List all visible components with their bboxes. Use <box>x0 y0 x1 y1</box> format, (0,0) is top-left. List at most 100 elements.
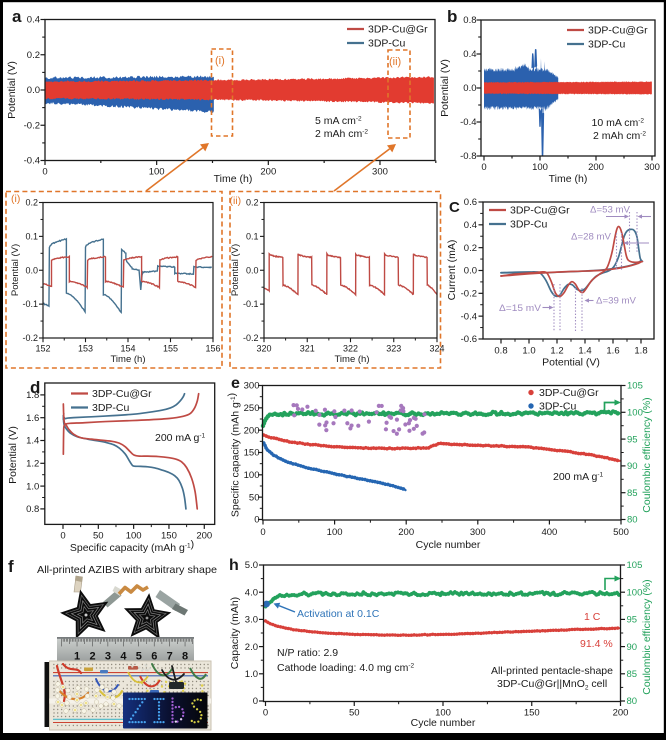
svg-text:250: 250 <box>244 403 260 414</box>
svg-text:300: 300 <box>244 381 260 392</box>
svg-text:0.0: 0.0 <box>464 266 477 277</box>
svg-text:Cycle number: Cycle number <box>411 717 476 729</box>
svg-text:85: 85 <box>627 669 638 680</box>
svg-text:Current (mA): Current (mA) <box>446 240 458 301</box>
svg-text:3.0: 3.0 <box>245 615 258 626</box>
svg-text:154: 154 <box>120 344 135 354</box>
svg-text:-0.2: -0.2 <box>243 333 259 343</box>
svg-text:0.0: 0.0 <box>27 85 40 96</box>
svg-text:100: 100 <box>327 527 343 538</box>
svg-text:321: 321 <box>300 344 315 354</box>
svg-text:1.0: 1.0 <box>26 481 39 492</box>
svg-text:4.0: 4.0 <box>245 587 258 598</box>
svg-text:200: 200 <box>613 708 629 719</box>
svg-text:152: 152 <box>35 344 50 354</box>
svg-text:4: 4 <box>120 651 127 663</box>
svg-text:50: 50 <box>349 708 360 719</box>
svg-text:-0.2: -0.2 <box>24 120 40 131</box>
svg-text:0.8: 0.8 <box>26 504 39 515</box>
svg-text:100: 100 <box>244 470 260 481</box>
svg-text:0.8: 0.8 <box>463 15 476 26</box>
svg-text:95: 95 <box>627 434 638 445</box>
svg-text:155: 155 <box>163 344 178 354</box>
svg-text:90: 90 <box>627 642 638 653</box>
svg-text:100: 100 <box>435 708 451 719</box>
svg-text:200 mA g-1: 200 mA g-1 <box>553 471 604 483</box>
svg-text:156: 156 <box>205 344 220 354</box>
svg-text:-0.8: -0.8 <box>460 151 476 162</box>
svg-text:1.2: 1.2 <box>26 459 39 470</box>
svg-text:91.4 %: 91.4 % <box>580 638 613 650</box>
svg-text:Δ=15 mV: Δ=15 mV <box>499 303 542 314</box>
svg-text:200: 200 <box>588 162 604 173</box>
svg-text:b: b <box>447 7 457 26</box>
svg-text:0: 0 <box>481 162 486 173</box>
svg-text:1.8: 1.8 <box>634 346 647 357</box>
svg-text:80: 80 <box>627 515 638 526</box>
svg-text:-0.6: -0.6 <box>461 334 477 345</box>
svg-text:e: e <box>231 375 240 392</box>
svg-text:7: 7 <box>167 651 173 663</box>
svg-text:50: 50 <box>249 492 260 503</box>
svg-text:1.6: 1.6 <box>26 413 39 424</box>
svg-text:C: C <box>449 199 460 216</box>
svg-text:Potential (V): Potential (V) <box>7 426 19 484</box>
svg-text:2 mAh cm-2: 2 mAh cm-2 <box>315 128 368 140</box>
svg-text:(ii): (ii) <box>230 195 242 207</box>
svg-text:Specific capacity (mAh g-1): Specific capacity (mAh g-1) <box>70 539 194 555</box>
svg-text:0.1: 0.1 <box>25 231 38 241</box>
svg-text:0.4: 0.4 <box>27 15 40 26</box>
svg-text:Potential (V): Potential (V) <box>439 59 451 117</box>
svg-text:Time (h): Time (h) <box>110 354 145 365</box>
svg-text:90: 90 <box>627 461 638 472</box>
svg-text:10 mA cm-2: 10 mA cm-2 <box>592 117 645 129</box>
svg-text:150: 150 <box>524 708 540 719</box>
svg-text:3DP-Cu: 3DP-Cu <box>510 219 548 231</box>
svg-text:0.0: 0.0 <box>463 83 476 94</box>
svg-text:100: 100 <box>627 587 643 598</box>
svg-text:0.0: 0.0 <box>246 265 259 275</box>
svg-text:0: 0 <box>42 167 47 178</box>
svg-text:h: h <box>229 557 239 574</box>
svg-text:0.2: 0.2 <box>25 198 38 208</box>
svg-text:Coulombic efficiency (%): Coulombic efficiency (%) <box>641 579 653 694</box>
svg-text:0: 0 <box>253 696 258 707</box>
svg-text:1.2: 1.2 <box>550 346 563 357</box>
svg-text:3DP-Cu@Gr: 3DP-Cu@Gr <box>539 387 599 399</box>
svg-text:0.2: 0.2 <box>27 50 40 61</box>
svg-text:153: 153 <box>78 344 93 354</box>
svg-text:3DP-Cu: 3DP-Cu <box>588 39 626 51</box>
svg-text:Activation at 0.1C: Activation at 0.1C <box>297 608 380 620</box>
svg-text:0.4: 0.4 <box>464 220 477 231</box>
svg-text:200: 200 <box>244 425 260 436</box>
svg-text:95: 95 <box>627 615 638 626</box>
svg-text:100: 100 <box>627 408 643 419</box>
svg-text:322: 322 <box>343 344 358 354</box>
svg-text:0.1: 0.1 <box>246 231 259 241</box>
svg-text:3DP-Cu: 3DP-Cu <box>92 402 130 414</box>
svg-text:1 C: 1 C <box>584 611 601 623</box>
svg-text:d: d <box>30 378 40 397</box>
svg-text:300: 300 <box>372 167 388 178</box>
svg-text:1.4: 1.4 <box>26 436 39 447</box>
svg-text:300: 300 <box>644 162 660 173</box>
svg-text:-0.1: -0.1 <box>22 299 38 309</box>
svg-text:Cycle number: Cycle number <box>416 539 481 551</box>
svg-text:3DP-Cu: 3DP-Cu <box>539 401 577 413</box>
svg-text:Time (h): Time (h) <box>214 173 253 185</box>
svg-text:8: 8 <box>182 651 188 663</box>
svg-text:200: 200 <box>260 167 276 178</box>
svg-text:100: 100 <box>149 167 165 178</box>
svg-text:-0.4: -0.4 <box>460 117 476 128</box>
svg-text:0.0: 0.0 <box>25 265 38 275</box>
svg-text:Δ=28 mV: Δ=28 mV <box>571 232 612 243</box>
svg-text:-0.2: -0.2 <box>461 289 477 300</box>
svg-text:-0.2: -0.2 <box>22 333 38 343</box>
svg-text:2 mAh cm-2: 2 mAh cm-2 <box>593 130 646 142</box>
svg-text:1.4: 1.4 <box>578 346 591 357</box>
svg-text:Potential (V): Potential (V) <box>542 357 600 369</box>
svg-text:3: 3 <box>105 651 111 663</box>
svg-text:Potential (V): Potential (V) <box>10 244 21 296</box>
svg-text:Potential (V): Potential (V) <box>6 61 18 119</box>
svg-text:All-printed pentacle-shape: All-printed pentacle-shape <box>491 665 613 677</box>
